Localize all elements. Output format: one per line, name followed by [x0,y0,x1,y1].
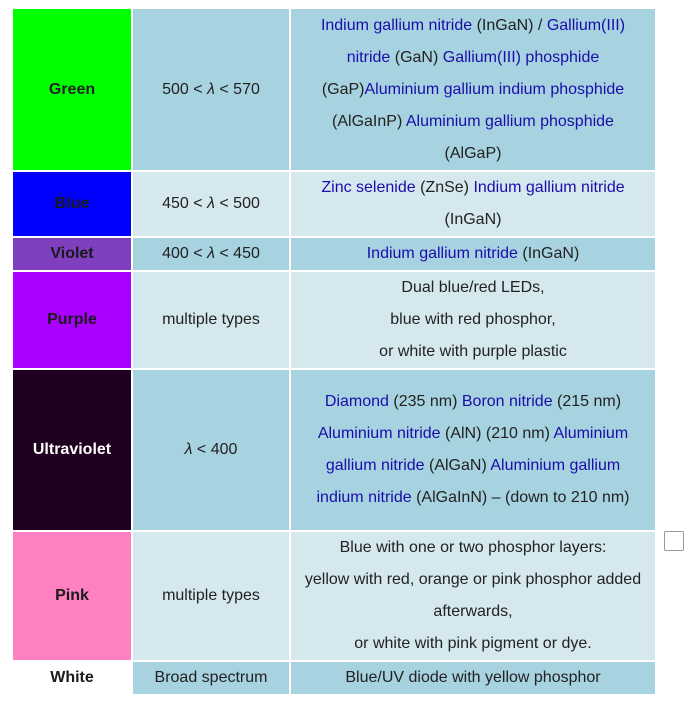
materials-cell: Diamond (235 nm) Boron nitride (215 nm) … [289,368,657,532]
lambda-symbol: λ [207,195,215,212]
table-row: Blue 450 < λ < 500 Zinc selenide (ZnSe) … [11,170,657,238]
table-row: Pink multiple types Blue with one or two… [11,530,657,662]
color-name: Green [48,80,96,98]
lambda-symbol: λ [184,441,193,458]
material-link[interactable]: Diamond [324,393,389,410]
wavelength-cell: 450 < λ < 500 [131,170,291,238]
wavelength-cell: Broad spectrum [131,660,291,696]
material-link[interactable]: Zinc selenide [321,179,416,196]
material-link[interactable]: Indium gallium nitride [320,16,473,34]
material-link[interactable]: Aluminium gallium phosphide [405,112,614,130]
materials-cell: Blue/UV diode with yellow phosphor [289,660,657,696]
material-link[interactable]: Boron nitride [461,393,553,410]
color-swatch-purple: Purple [11,270,133,370]
color-swatch-blue: Blue [11,170,133,238]
wavelength-cell: 400 < λ < 450 [131,236,291,272]
wavelength-cell: multiple types [131,530,291,662]
material-link[interactable]: Indium gallium nitride [366,245,518,262]
color-name: Violet [50,245,94,262]
material-link[interactable]: Aluminium gallium nitride [325,425,629,474]
material-link[interactable]: Aluminium gallium indium nitride [316,457,621,506]
materials-cell: Dual blue/red LEDs, blue with red phosph… [289,270,657,370]
color-name: Blue [54,195,90,212]
material-link[interactable]: Gallium(III) phosphide [442,48,600,66]
material-link[interactable]: Gallium(III) nitride [346,16,626,66]
checkbox[interactable] [664,531,684,551]
color-swatch-white: White [11,660,133,696]
table-row: Green 500 < λ < 570 Indium gallium nitri… [11,7,657,172]
color-name: Pink [55,587,89,604]
materials-cell: Indium gallium nitride (InGaN) / Gallium… [289,7,657,172]
wavelength-cell: multiple types [131,270,291,370]
materials-cell: Blue with one or two phosphor layers: ye… [289,530,657,662]
led-color-table: Green 500 < λ < 570 Indium gallium nitri… [11,7,657,696]
lambda-symbol: λ [207,245,215,262]
wavelength-cell: 500 < λ < 570 [131,7,291,172]
lambda-symbol: λ [207,80,215,98]
table-row: Purple multiple types Dual blue/red LEDs… [11,270,657,370]
material-link[interactable]: Aluminium nitride [317,425,441,442]
material-link[interactable]: Aluminium gallium indium phosphide [364,80,625,98]
color-swatch-ultraviolet: Ultraviolet [11,368,133,532]
materials-cell: Zinc selenide (ZnSe) Indium gallium nitr… [289,170,657,238]
color-name: Ultraviolet [32,441,112,458]
color-swatch-violet: Violet [11,236,133,272]
color-swatch-green: Green [11,7,133,172]
table-row: Violet 400 < λ < 450 Indium gallium nitr… [11,236,657,272]
color-swatch-pink: Pink [11,530,133,662]
color-name: White [50,669,94,686]
wavelength-cell: λ < 400 [131,368,291,532]
color-name: Purple [47,311,97,328]
table-row: White Broad spectrum Blue/UV diode with … [11,660,657,696]
materials-cell: Indium gallium nitride (InGaN) [289,236,657,272]
table-row: Ultraviolet λ < 400 Diamond (235 nm) Bor… [11,368,657,532]
material-link[interactable]: Indium gallium nitride [473,179,625,196]
